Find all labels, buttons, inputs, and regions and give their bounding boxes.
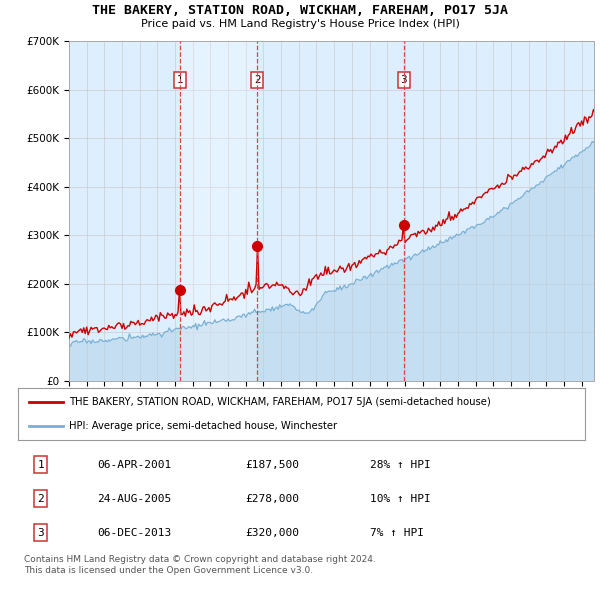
Text: 06-APR-2001: 06-APR-2001 [97, 460, 172, 470]
Bar [180, 41, 257, 381]
Text: 1: 1 [37, 460, 44, 470]
Text: HPI: Average price, semi-detached house, Winchester: HPI: Average price, semi-detached house,… [69, 421, 337, 431]
Text: 2: 2 [254, 75, 260, 85]
Text: 7% ↑ HPI: 7% ↑ HPI [370, 527, 424, 537]
Text: 3: 3 [37, 527, 44, 537]
Text: 06-DEC-2013: 06-DEC-2013 [97, 527, 172, 537]
Text: Contains HM Land Registry data © Crown copyright and database right 2024.: Contains HM Land Registry data © Crown c… [24, 555, 376, 563]
Text: This data is licensed under the Open Government Licence v3.0.: This data is licensed under the Open Gov… [24, 566, 313, 575]
Text: 1: 1 [176, 75, 183, 85]
Text: THE BAKERY, STATION ROAD, WICKHAM, FAREHAM, PO17 5JA: THE BAKERY, STATION ROAD, WICKHAM, FAREH… [92, 4, 508, 17]
Text: 24-AUG-2005: 24-AUG-2005 [97, 494, 172, 503]
Text: 3: 3 [400, 75, 407, 85]
Text: £278,000: £278,000 [245, 494, 299, 503]
Text: 2: 2 [37, 494, 44, 503]
Text: £187,500: £187,500 [245, 460, 299, 470]
Text: 28% ↑ HPI: 28% ↑ HPI [370, 460, 430, 470]
Text: 10% ↑ HPI: 10% ↑ HPI [370, 494, 430, 503]
Text: £320,000: £320,000 [245, 527, 299, 537]
Text: THE BAKERY, STATION ROAD, WICKHAM, FAREHAM, PO17 5JA (semi-detached house): THE BAKERY, STATION ROAD, WICKHAM, FAREH… [69, 396, 491, 407]
Text: Price paid vs. HM Land Registry's House Price Index (HPI): Price paid vs. HM Land Registry's House … [140, 19, 460, 29]
